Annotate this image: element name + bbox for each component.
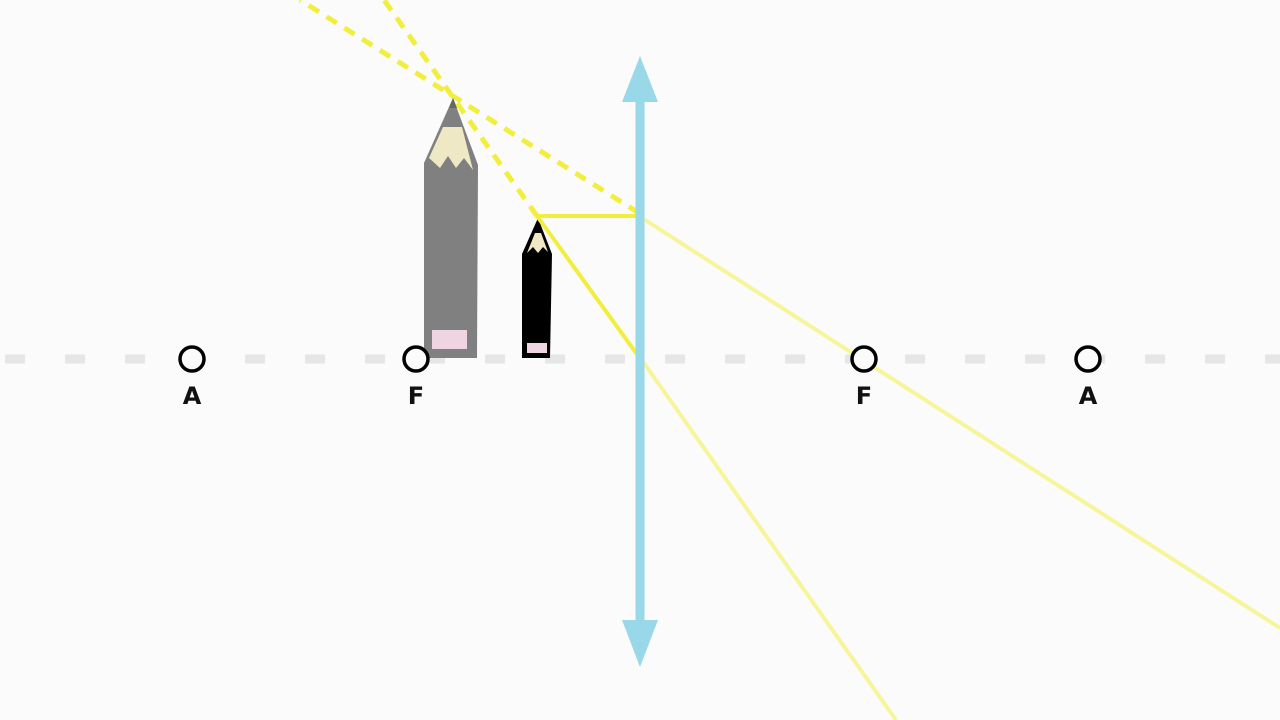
point-label: A [183, 382, 202, 410]
object-pencil-eraser [527, 343, 547, 353]
image-pencil-eraser [432, 330, 467, 349]
point-a-right: A [1074, 345, 1102, 410]
lens-bottom-arrowhead [622, 620, 658, 667]
object-pencil-tip [527, 233, 548, 253]
point-f-right: F [850, 345, 878, 410]
point-marker [402, 345, 430, 373]
point-marker [1074, 345, 1102, 373]
point-label: A [1079, 382, 1098, 410]
refracted-ray-parallel [637, 214, 1280, 630]
point-marker [178, 345, 206, 373]
lens-top-arrowhead [622, 56, 658, 102]
point-marker [850, 345, 878, 373]
virtual-image-pencil [424, 98, 478, 358]
point-a-left: A [178, 345, 206, 410]
refracted-ray-focal [637, 354, 898, 720]
point-label: F [856, 382, 872, 410]
image-pencil-tip [429, 127, 473, 170]
point-label: F [408, 382, 424, 410]
incident-ray-focal [535, 214, 641, 359]
image-pencil-lead [449, 98, 457, 108]
object-pencil-body [522, 218, 552, 358]
virtual-extension-parallel [298, 0, 641, 216]
object-pencil [522, 218, 552, 358]
converging-lens [622, 56, 658, 667]
virtual-extension-focal [381, 0, 540, 218]
point-f-left: F [402, 345, 430, 410]
